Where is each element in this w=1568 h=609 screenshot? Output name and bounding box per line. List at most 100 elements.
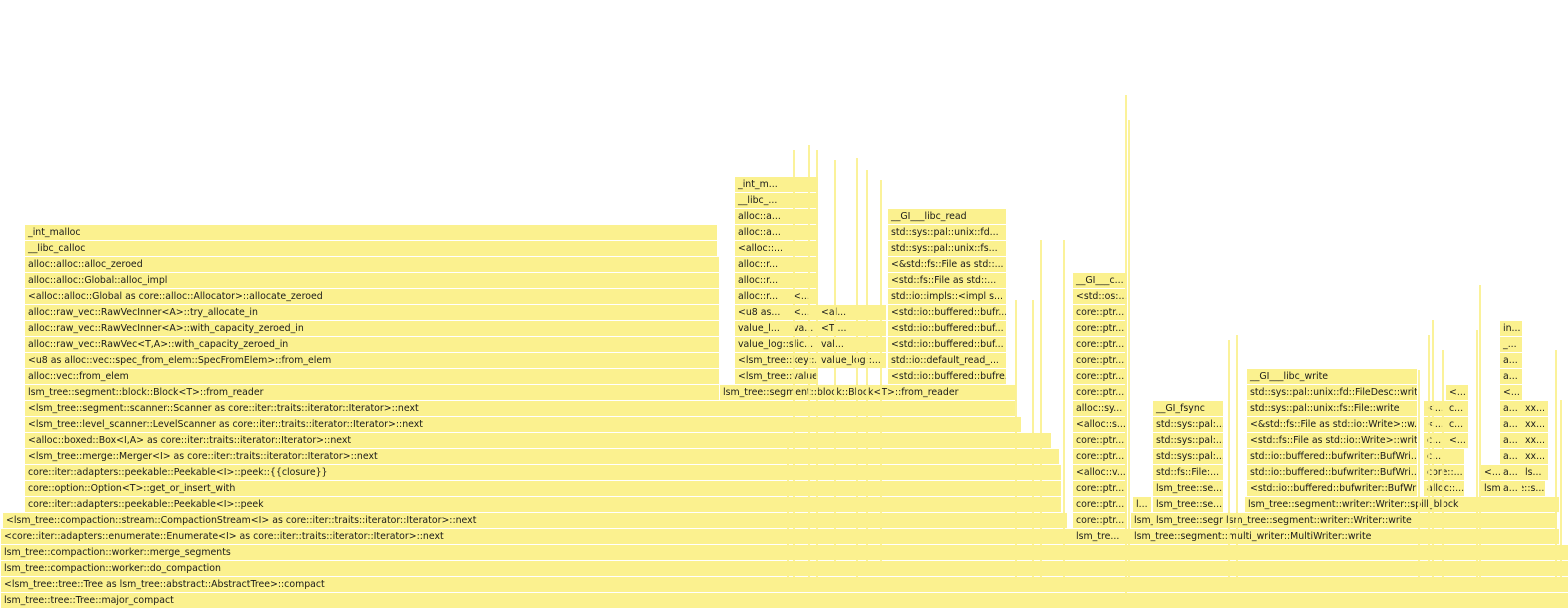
- flame-frame[interactable]: a...: [1500, 433, 1522, 448]
- flame-frame[interactable]: <lsm_tree::compaction::stream::Compactio…: [3, 513, 1067, 528]
- flame-frame[interactable]: <T ...: [818, 321, 886, 336]
- flame-frame[interactable]: core::ptr...: [1073, 497, 1127, 512]
- flame-frame[interactable]: <alloc::s...: [1073, 417, 1127, 432]
- flame-frame[interactable]: __libc_calloc: [25, 241, 717, 256]
- flame-frame[interactable]: _int_malloc: [25, 225, 717, 240]
- flame-frame[interactable]: <std::io::buffered::bufre...: [888, 369, 1006, 384]
- flame-frame[interactable]: __GI___c...: [1073, 273, 1127, 288]
- flame-frame[interactable]: <&std::fs::File as std::...: [888, 257, 1006, 272]
- flame-frame[interactable]: ls...: [1522, 465, 1548, 480]
- flame-frame[interactable]: alloc::...: [1424, 481, 1464, 496]
- flame-frame[interactable]: _int_m...: [735, 177, 818, 192]
- flame-frame[interactable]: alloc::sy...: [1073, 401, 1127, 416]
- flame-frame[interactable]: <u8 as alloc::vec::spec_from_elem::SpecF…: [25, 353, 719, 368]
- flame-frame[interactable]: core::ptr...: [1073, 433, 1127, 448]
- flame-frame[interactable]: lsm_tree::segment::writer::Writer::write: [1223, 513, 1557, 528]
- flame-frame[interactable]: xx...: [1522, 417, 1548, 432]
- flame-frame[interactable]: std::io::buffered::bufwriter::BufWri...: [1247, 465, 1417, 480]
- flame-frame[interactable]: core::ptr...: [1073, 321, 1127, 336]
- flame-frame[interactable]: a...: [1500, 481, 1522, 496]
- flame-frame[interactable]: core::ptr...: [1073, 337, 1127, 352]
- flame-frame[interactable]: lsm_tree::segment::writer::Writer::spill…: [1245, 497, 1559, 512]
- flame-frame[interactable]: <...: [1446, 433, 1468, 448]
- flame-frame[interactable]: std::sys::pal::unix::fs::File::write: [1247, 401, 1417, 416]
- flame-frame[interactable]: std::fs::File:...: [1153, 465, 1223, 480]
- flame-frame[interactable]: alloc::r...: [735, 273, 818, 288]
- flame-frame[interactable]: <lsm_tree::key::...: [735, 353, 818, 368]
- flame-frame[interactable]: value_log::slic...: [735, 337, 818, 352]
- flame-frame[interactable]: std::io::impls::<impl s...: [888, 289, 1006, 304]
- flame-frame[interactable]: alloc::a...: [735, 209, 818, 224]
- flame-frame[interactable]: lsm_tree::segment::block::Block<T>::from…: [720, 385, 1016, 400]
- flame-frame[interactable]: xx...: [1522, 433, 1548, 448]
- flame-frame[interactable]: lsm_tree::segme...: [1153, 513, 1223, 528]
- flame-frame[interactable]: alloc::a...: [735, 225, 818, 240]
- flame-frame[interactable]: __GI___libc_read: [888, 209, 1006, 224]
- flame-frame[interactable]: _...: [1500, 337, 1522, 352]
- flame-frame[interactable]: lsm_tree::tree::Tree::major_compact: [1, 593, 1568, 608]
- flame-frame[interactable]: core::ptr...: [1073, 385, 1127, 400]
- flame-frame[interactable]: a...: [1500, 369, 1522, 384]
- flame-frame[interactable]: c...: [1424, 449, 1464, 464]
- flame-frame[interactable]: in...: [1500, 321, 1522, 336]
- flame-frame[interactable]: a...: [1500, 465, 1522, 480]
- flame-frame[interactable]: l...: [1133, 497, 1151, 512]
- flame-frame[interactable]: alloc::r...: [735, 257, 818, 272]
- flame-frame[interactable]: value_log::...: [818, 353, 886, 368]
- flame-frame[interactable]: <lsm_tree::segment::scanner::Scanner as …: [25, 401, 1015, 416]
- flame-frame[interactable]: <&std::fs::File as std::io::Write>::w...: [1247, 417, 1417, 432]
- flame-frame[interactable]: lsm_tre...: [1073, 529, 1127, 544]
- flame-frame[interactable]: <std::fs::File as std::io::Write>::write: [1247, 433, 1417, 448]
- flame-frame[interactable]: core::ptr...: [1073, 513, 1127, 528]
- flame-frame[interactable]: <alloc::boxed::Box<I,A> as core::iter::t…: [25, 433, 1051, 448]
- flame-frame[interactable]: alloc::alloc::Global::alloc_impl: [25, 273, 719, 288]
- flame-frame[interactable]: lsm_tree::se...: [1153, 497, 1223, 512]
- flame-frame[interactable]: <...: [1446, 385, 1468, 400]
- flame-frame[interactable]: xx...: [1522, 449, 1548, 464]
- flame-frame[interactable]: core::iter::adapters::peekable::Peekable…: [25, 465, 1061, 480]
- flame-frame[interactable]: lsm_tree::segment::block::Block<T>::from…: [25, 385, 719, 400]
- flame-frame[interactable]: <lsm_tree::value::InternalValue ...: [735, 369, 818, 384]
- flame-frame[interactable]: <std::io::buffered::bufwriter::BufWri...: [1247, 481, 1417, 496]
- flame-frame[interactable]: <alloc::v...: [1073, 465, 1127, 480]
- flame-frame[interactable]: core::ptr...: [1073, 449, 1127, 464]
- flame-frame[interactable]: a...: [1500, 449, 1522, 464]
- flame-frame[interactable]: <alloc::alloc::Global as core::alloc::Al…: [25, 289, 719, 304]
- flame-frame[interactable]: core::ptr...: [1073, 369, 1127, 384]
- flame-frame[interactable]: core::ptr...: [1073, 481, 1127, 496]
- flame-frame[interactable]: std::sys::pal::unix::fd::FileDesc::write: [1247, 385, 1417, 400]
- flame-frame[interactable]: a...: [1500, 401, 1522, 416]
- flame-frame[interactable]: lsm_tree::se...: [1153, 481, 1223, 496]
- flame-frame[interactable]: core::...: [1424, 465, 1464, 480]
- flame-frame[interactable]: alloc::raw_vec::RawVecInner<A>::with_cap…: [25, 321, 719, 336]
- flame-frame[interactable]: lsm_tree::segment::multi_writer::MultiWr…: [1131, 529, 1559, 544]
- flame-frame[interactable]: core::iter::adapters::peekable::Peekable…: [25, 497, 1061, 512]
- flame-frame[interactable]: xx...: [1522, 401, 1548, 416]
- flame-frame[interactable]: std::sys::pal::unix::fd...: [888, 225, 1006, 240]
- flame-frame[interactable]: std::io::buffered::bufwriter::BufWri...: [1247, 449, 1417, 464]
- flame-frame[interactable]: lsm_tree::compaction::worker::do_compact…: [1, 561, 1568, 576]
- flame-frame[interactable]: <std::fs::File as std::...: [888, 273, 1006, 288]
- flame-frame[interactable]: val...: [818, 337, 886, 352]
- flame-frame[interactable]: <std::os:...: [1073, 289, 1127, 304]
- flame-frame[interactable]: std::sys::pal:...: [1153, 417, 1223, 432]
- flame-frame[interactable]: c...: [1446, 417, 1468, 432]
- flame-frame[interactable]: __GI_fsync: [1153, 401, 1223, 416]
- flame-frame[interactable]: <...: [1500, 385, 1522, 400]
- flame-frame[interactable]: <std::io::buffered::buf...: [888, 321, 1006, 336]
- flame-frame[interactable]: std::sys::pal:...: [1153, 449, 1223, 464]
- flame-frame[interactable]: <std::io::buffered::buf...: [888, 337, 1006, 352]
- flame-frame[interactable]: a...: [1500, 417, 1522, 432]
- flame-frame[interactable]: core::ptr...: [1073, 353, 1127, 368]
- flame-frame[interactable]: std::io::default_read_...: [888, 353, 1006, 368]
- flame-frame[interactable]: a...: [1500, 353, 1522, 368]
- flame-frame[interactable]: <lsm_tree::merge::Merger<I> as core::ite…: [25, 449, 1059, 464]
- flame-frame[interactable]: __GI___libc_write: [1247, 369, 1417, 384]
- flame-frame[interactable]: core::ptr...: [1073, 305, 1127, 320]
- flame-frame[interactable]: <alloc::...: [735, 241, 818, 256]
- flame-frame[interactable]: <std::io::buffered::bufr...: [888, 305, 1006, 320]
- flame-frame[interactable]: <al...: [818, 305, 886, 320]
- flame-frame[interactable]: __libc_...: [735, 193, 818, 208]
- flame-frame[interactable]: alloc::vec::from_elem: [25, 369, 719, 384]
- flame-frame[interactable]: alloc::alloc::alloc_zeroed: [25, 257, 719, 272]
